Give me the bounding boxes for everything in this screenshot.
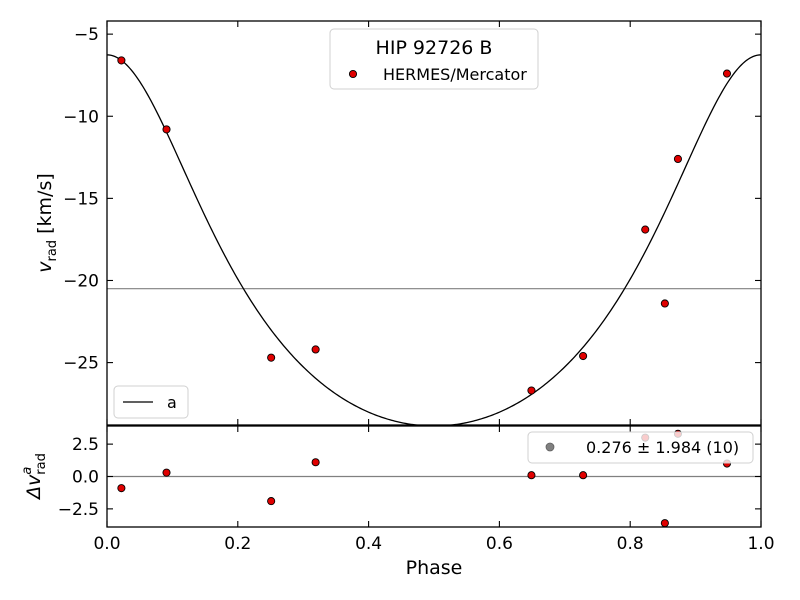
residual-panel: 2.5 0.0 −2.5 0.0 0.2 0.4 0.6 0.8 1.0 0.276 ± 1.… — [20, 425, 775, 579]
data-point-0 — [117, 56, 126, 65]
legend-label-hermes: HERMES/Mercator — [383, 65, 527, 84]
top-panel: −5 −10 −15 −20 −25 HIP 92726 B HERMES/Mercat… — [34, 20, 762, 426]
residual-ytick-label: 0.0 — [72, 468, 99, 488]
model-curve-line — [107, 54, 761, 425]
residual-point-7 — [660, 519, 669, 527]
residual-y-ticks: 2.5 0.0 −2.5 — [58, 435, 761, 520]
data-point-9 — [722, 69, 732, 78]
residual-point-4 — [527, 471, 536, 480]
residual-x-ticks: 0.0 0.2 0.4 0.6 0.8 1.0 — [93, 426, 775, 554]
residual-legend-box — [527, 431, 754, 464]
top-ytick-label: −20 — [63, 271, 99, 291]
residual-point-2 — [267, 497, 276, 506]
x-axis-label: Phase — [406, 557, 463, 579]
top-x-ticks — [106, 21, 762, 425]
data-point-3 — [311, 345, 320, 354]
top-data-points — [117, 56, 732, 395]
data-point-2 — [267, 353, 276, 362]
xtick-label: 0.8 — [617, 534, 644, 554]
legend-label-model: a — [167, 393, 177, 412]
top-y-axis-label: vrad [km/s] — [34, 173, 60, 273]
residual-point-3 — [311, 458, 320, 467]
residual-ytick-label: 2.5 — [72, 435, 99, 455]
top-y-ticks: −5 −10 −15 −20 −25 — [63, 25, 761, 374]
residual-point-5 — [579, 471, 588, 480]
legend-marker-residual — [545, 442, 555, 452]
top-panel-frame — [106, 20, 762, 426]
top-ytick-label: −10 — [63, 107, 99, 127]
residual-point-0 — [117, 484, 126, 493]
legend-label-residual: 0.276 ± 1.984 (10) — [586, 438, 739, 457]
top-ytick-label: −5 — [74, 25, 99, 45]
xtick-label: 0.0 — [93, 534, 120, 554]
legend-marker-hermes — [348, 69, 358, 79]
residual-point-1 — [162, 468, 171, 477]
legend-title: HIP 92726 B — [376, 37, 493, 59]
xtick-label: 0.6 — [486, 534, 513, 554]
residual-legend: 0.276 ± 1.984 (10) — [527, 431, 754, 464]
top-ytick-label: −15 — [63, 189, 99, 209]
data-point-6 — [641, 225, 650, 234]
top-legend: HIP 92726 B HERMES/Mercator — [329, 28, 539, 90]
model-legend: a — [113, 385, 189, 419]
xtick-label: 0.2 — [224, 534, 251, 554]
data-point-7 — [660, 299, 669, 308]
data-point-1 — [162, 125, 171, 134]
data-point-8 — [673, 154, 682, 164]
xtick-label: 0.4 — [355, 534, 382, 554]
residual-ytick-label: −2.5 — [58, 500, 99, 520]
residual-y-axis-label: Δvarad — [20, 453, 49, 501]
data-point-5 — [579, 351, 588, 361]
top-legend-box — [329, 28, 539, 90]
top-ytick-label: −25 — [63, 354, 99, 374]
xtick-label: 1.0 — [747, 534, 774, 554]
data-point-4 — [527, 386, 536, 395]
